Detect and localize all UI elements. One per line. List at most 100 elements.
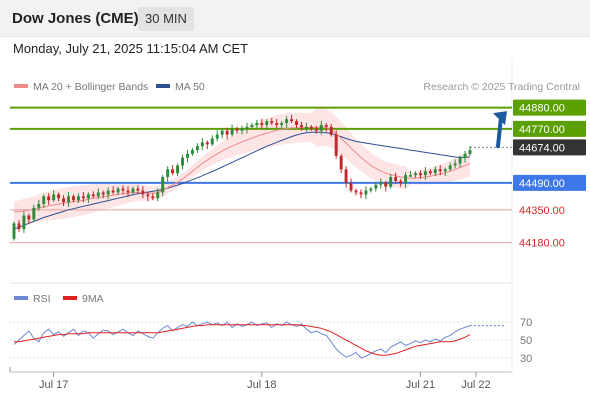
forecast-arrowhead [493, 111, 507, 126]
timeframe-button[interactable]: 30 MIN [138, 7, 194, 31]
candle-body [62, 198, 66, 203]
ma20-line [14, 126, 471, 213]
candle-body [146, 194, 150, 197]
candle-body [76, 196, 80, 201]
candle-body [458, 157, 462, 164]
candle-body [290, 119, 294, 122]
candle-body [339, 155, 343, 170]
candle-body [106, 190, 110, 195]
level-label-resistance: 44770.00 [519, 124, 565, 136]
candle-body [151, 196, 155, 199]
level-label-target: 44180.00 [519, 238, 565, 250]
candle-body [285, 119, 289, 124]
candle-body [186, 153, 189, 158]
candle-body [275, 123, 279, 125]
rsi-line [13, 321, 471, 359]
candle-body [334, 134, 338, 156]
candle-body [215, 134, 219, 139]
x-tick-label: Jul 21 [406, 379, 435, 391]
candle-body [27, 215, 31, 220]
level-label-pivot: 44674.00 [519, 142, 565, 154]
candle-body [443, 169, 447, 172]
candle-body [96, 192, 100, 197]
candle-body [369, 188, 373, 191]
level-label-box [513, 120, 586, 137]
candle-body [230, 128, 234, 135]
candle-body [131, 188, 135, 193]
candle-body [195, 146, 199, 151]
legend-label: MA 50 [175, 81, 205, 93]
level-label-support: 44490.00 [519, 178, 565, 190]
rsi-tick-label: 70 [520, 317, 532, 329]
rsi-legend-label: RSI [33, 293, 51, 305]
candle-body [423, 171, 427, 176]
candle-body [72, 196, 75, 201]
candle-body [354, 190, 358, 193]
candle-body [210, 138, 214, 145]
candle-body [399, 180, 403, 183]
candle-body [12, 223, 16, 239]
legend-swatch [156, 84, 170, 88]
candle-body [265, 121, 269, 125]
candle-body [200, 142, 204, 147]
candle-body [42, 196, 46, 205]
rsi-ma-legend-label: 9MA [82, 293, 104, 305]
candle-body [235, 128, 239, 131]
candle-body [136, 188, 140, 191]
candle-body [314, 128, 318, 131]
candle-body [280, 123, 284, 125]
candle-body [250, 124, 254, 127]
x-tick-label: Jul 17 [39, 379, 68, 391]
candle-body [448, 165, 452, 170]
rsi-tick-label: 50 [520, 335, 532, 347]
candle-body [394, 177, 398, 181]
candle-body [319, 124, 323, 131]
candle-body [349, 182, 353, 191]
candle-body [260, 123, 264, 125]
candle-body [245, 126, 249, 129]
candle-body [57, 194, 61, 199]
bollinger-band-area [14, 107, 470, 223]
candle-body [121, 188, 125, 191]
candle-body [156, 192, 160, 199]
level-label-resistance: 44880.00 [519, 103, 565, 115]
candle-body [67, 196, 70, 203]
candle-body [453, 163, 457, 166]
candle-body [81, 196, 85, 199]
candle-body [37, 204, 41, 208]
candle-body [181, 157, 184, 166]
candle-body [404, 175, 408, 183]
candle-body [304, 126, 308, 129]
candle-body [86, 194, 90, 199]
ma50-line [13, 131, 471, 230]
candle-body [111, 190, 115, 193]
rsi-ma-line [14, 324, 471, 356]
legend-swatch [14, 84, 28, 88]
candle-body [295, 121, 298, 125]
candle-body [101, 192, 105, 195]
candle-body [374, 184, 378, 189]
candle-body [220, 130, 224, 135]
rsi-tick-label: 30 [520, 353, 532, 365]
candle-body [52, 194, 56, 201]
page-title: Dow Jones (CME) [12, 10, 139, 27]
candle-body [270, 121, 274, 124]
candle-body [359, 192, 363, 195]
candle-body [428, 171, 432, 174]
candle-body [166, 169, 170, 178]
candle-body [190, 150, 194, 154]
candle-body [344, 169, 348, 183]
rsi-ma-legend-swatch [63, 296, 77, 300]
candle-body [161, 177, 165, 193]
rsi-legend-swatch [14, 296, 28, 300]
candle-body [309, 126, 313, 129]
candle-body [463, 153, 467, 158]
candle-body [47, 196, 51, 201]
candle-body [364, 190, 368, 195]
header-bar: Dow Jones (CME) 30 MIN [0, 0, 590, 37]
candle-body [17, 223, 21, 230]
candle-body [91, 194, 95, 197]
candle-body [300, 124, 303, 127]
x-tick-label: Jul 22 [461, 379, 490, 391]
